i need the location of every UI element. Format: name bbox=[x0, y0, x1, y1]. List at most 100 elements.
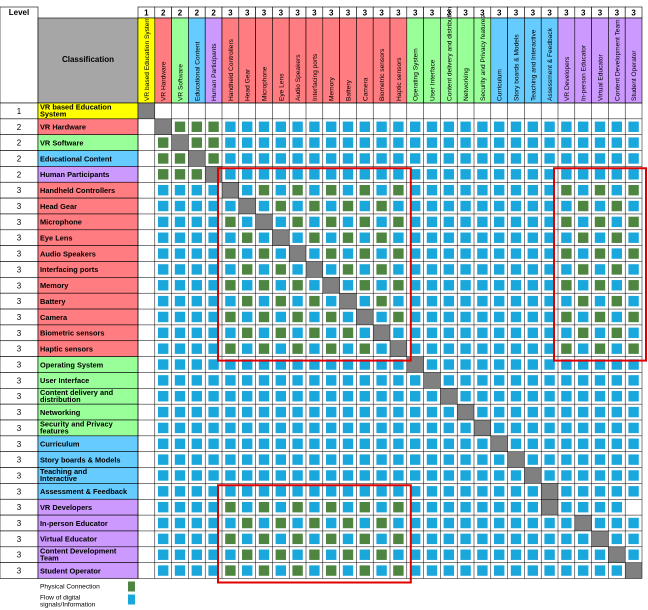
row-header-label: Human Participants bbox=[40, 170, 109, 179]
digital-flow-cell bbox=[225, 264, 236, 275]
digital-flow-cell bbox=[158, 359, 169, 370]
digital-flow-cell bbox=[393, 121, 404, 132]
physical-connection-cell bbox=[611, 327, 622, 339]
digital-flow-cell bbox=[494, 216, 505, 228]
column-level-row: 1 2 2 2 2 3 3 3 3 3 3 3 3 3 3 3 3 3 3 3 3 3 3 3 3 3 3 3 3 3 bbox=[137, 6, 643, 19]
digital-flow-cell bbox=[275, 454, 286, 465]
digital-flow-cell bbox=[326, 264, 337, 275]
digital-flow-cell bbox=[443, 121, 454, 132]
diagonal-cell bbox=[306, 261, 323, 278]
physical-connection-cell bbox=[376, 517, 387, 529]
digital-flow-cell bbox=[494, 359, 505, 370]
digital-flow-cell bbox=[611, 533, 622, 545]
physical-connection-cell bbox=[191, 137, 202, 148]
digital-flow-cell bbox=[426, 248, 438, 259]
legend-label: Flow of digital signals/Information bbox=[40, 595, 96, 609]
physical-connection-cell bbox=[393, 533, 404, 545]
row-level: 3 bbox=[17, 440, 22, 449]
physical-connection-cell bbox=[309, 232, 320, 243]
row-level: 3 bbox=[17, 313, 22, 322]
digital-flow-cell bbox=[309, 137, 320, 148]
digital-flow-cell bbox=[242, 406, 253, 418]
digital-flow-cell bbox=[578, 549, 589, 560]
digital-flow-cell bbox=[578, 422, 589, 434]
digital-flow-cell bbox=[426, 200, 438, 212]
digital-flow-cell bbox=[174, 501, 186, 513]
digital-flow-cell bbox=[242, 311, 253, 323]
digital-flow-cell bbox=[158, 327, 169, 339]
digital-flow-cell bbox=[426, 216, 438, 228]
digital-flow-cell bbox=[544, 549, 555, 560]
physical-connection-cell bbox=[628, 343, 639, 354]
digital-flow-cell bbox=[426, 137, 438, 148]
col-level: 3 bbox=[631, 9, 636, 18]
digital-flow-cell bbox=[410, 169, 421, 180]
digital-flow-cell bbox=[292, 295, 303, 307]
diagonal-cell bbox=[406, 356, 424, 373]
row-header-label: Audio Speakers bbox=[40, 249, 96, 258]
digital-flow-cell bbox=[342, 470, 354, 481]
digital-flow-cell bbox=[477, 533, 488, 545]
col-header-label: Interfacing ports bbox=[312, 53, 319, 101]
digital-flow-cell bbox=[544, 533, 555, 545]
digital-flow-cell bbox=[326, 295, 337, 307]
physical-connection-cell bbox=[174, 169, 186, 180]
digital-flow-cell bbox=[174, 311, 186, 323]
digital-flow-cell bbox=[174, 406, 186, 418]
digital-flow-cell bbox=[174, 280, 186, 291]
digital-flow-cell bbox=[527, 422, 538, 434]
digital-flow-cell bbox=[510, 169, 522, 180]
digital-flow-cell bbox=[225, 153, 236, 164]
digital-flow-cell bbox=[578, 391, 589, 402]
digital-flow-cell bbox=[443, 454, 454, 465]
digital-flow-cell bbox=[527, 549, 538, 560]
digital-flow-cell bbox=[628, 470, 639, 481]
digital-flow-cell bbox=[544, 121, 555, 132]
digital-flow-cell bbox=[443, 375, 454, 386]
col-header-label: Story boards & Models bbox=[514, 34, 521, 101]
col-level: 3 bbox=[262, 9, 267, 18]
digital-flow-cell bbox=[443, 343, 454, 354]
digital-flow-cell bbox=[258, 470, 270, 481]
digital-flow-cell bbox=[359, 169, 370, 180]
row-header-label: Head Gear bbox=[40, 202, 77, 211]
digital-flow-cell bbox=[578, 311, 589, 323]
digital-flow-cell bbox=[292, 169, 303, 180]
digital-flow-cell bbox=[376, 406, 387, 418]
digital-flow-cell bbox=[477, 549, 488, 560]
physical-connection-cell bbox=[174, 121, 186, 132]
physical-connection-cell bbox=[359, 184, 370, 196]
diagonal-cell bbox=[322, 277, 340, 294]
digital-flow-cell bbox=[628, 375, 639, 386]
col-level: 2 bbox=[195, 9, 200, 18]
digital-flow-cell bbox=[426, 169, 438, 180]
digital-flow-cell bbox=[460, 311, 471, 323]
digital-flow-cell bbox=[527, 153, 538, 164]
digital-flow-cell bbox=[208, 184, 219, 196]
digital-flow-cell bbox=[510, 295, 522, 307]
physical-connection-cell bbox=[561, 216, 572, 228]
digital-flow-cell bbox=[561, 169, 572, 180]
digital-flow-cell bbox=[527, 454, 538, 465]
digital-flow-cell bbox=[628, 121, 639, 132]
digital-flow-cell bbox=[527, 406, 538, 418]
digital-flow-cell bbox=[443, 470, 454, 481]
digital-flow-cell bbox=[326, 153, 337, 164]
digital-flow-cell bbox=[460, 295, 471, 307]
physical-connection-cell bbox=[561, 343, 572, 354]
physical-connection-cell bbox=[561, 280, 572, 291]
digital-flow-cell bbox=[225, 406, 236, 418]
row-level: 3 bbox=[17, 361, 22, 370]
digital-flow-cell bbox=[611, 375, 622, 386]
digital-flow-cell bbox=[477, 375, 488, 386]
digital-flow-cell bbox=[225, 517, 236, 529]
digital-flow-cell bbox=[628, 533, 639, 545]
digital-flow-cell bbox=[426, 391, 438, 402]
physical-connection-cell bbox=[326, 501, 337, 513]
col-header-label: VR based Education System bbox=[144, 17, 151, 101]
digital-flow-cell bbox=[628, 391, 639, 402]
digital-flow-cell bbox=[628, 295, 639, 307]
digital-flow-cell bbox=[309, 311, 320, 323]
digital-flow-cell bbox=[561, 375, 572, 386]
physical-connection-cell bbox=[258, 533, 270, 545]
